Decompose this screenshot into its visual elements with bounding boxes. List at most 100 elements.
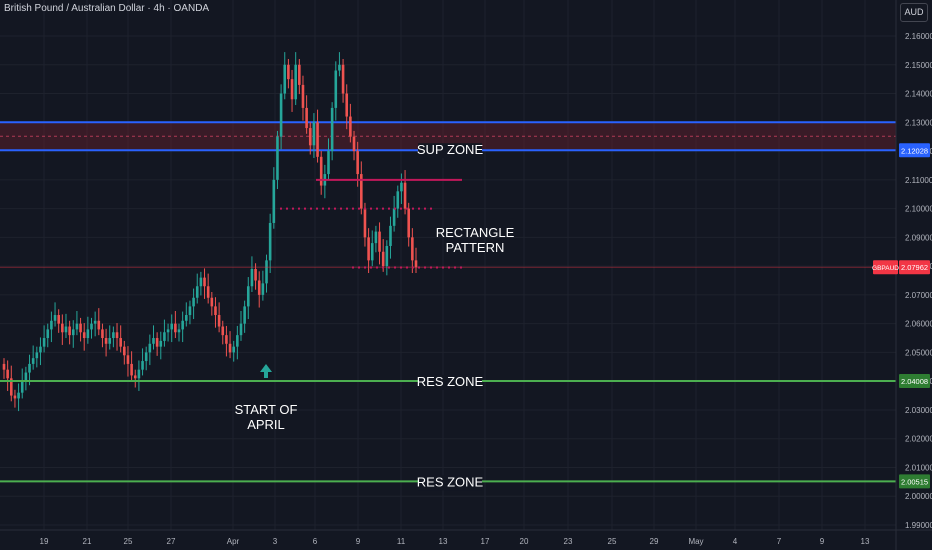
candle-body	[330, 107, 334, 152]
candle	[123, 340, 126, 365]
candle	[174, 310, 177, 339]
candle	[210, 292, 214, 316]
candle-body	[123, 346, 126, 356]
candle-body	[389, 225, 392, 246]
candle-body	[246, 286, 250, 307]
candle-body	[232, 346, 235, 353]
candle-body	[400, 182, 403, 192]
candle-body	[75, 323, 79, 330]
candle-body	[327, 151, 330, 175]
candle	[31, 345, 35, 370]
candle-body	[392, 208, 396, 226]
candle-body	[20, 381, 24, 393]
candle-body	[188, 306, 192, 316]
candle-body	[225, 335, 228, 344]
time-tick-label: 3	[273, 537, 278, 546]
candle	[290, 69, 294, 112]
candle-body	[163, 332, 166, 341]
candle-body	[287, 64, 290, 80]
candle	[257, 271, 261, 308]
candle-body	[104, 338, 108, 344]
candle-body	[101, 329, 104, 339]
candle	[141, 348, 144, 376]
candle-body	[166, 329, 170, 333]
candle-body	[268, 222, 272, 261]
candle	[61, 314, 64, 345]
candle-body	[155, 338, 159, 347]
candle	[367, 228, 370, 274]
candle-body	[152, 338, 155, 344]
candles	[2, 52, 418, 412]
candle	[338, 52, 341, 77]
price-tick-label: 2.03000	[905, 406, 932, 415]
candle-body	[174, 323, 177, 333]
candle-body	[28, 363, 31, 373]
res-price-tag-2-bg	[899, 474, 930, 489]
time-tick-label: 21	[83, 537, 92, 546]
candle-body	[17, 392, 20, 399]
candle	[112, 326, 115, 348]
candle	[360, 161, 363, 215]
candle-body	[228, 343, 232, 353]
candle	[192, 288, 195, 320]
sup-price-tag-bg	[899, 143, 930, 158]
candle	[126, 346, 130, 377]
symbol-tag-bg	[873, 260, 898, 275]
currency-button[interactable]: AUD	[900, 3, 928, 22]
candle	[13, 389, 17, 408]
candle-body	[61, 323, 64, 333]
candle-body	[199, 277, 203, 287]
candle	[82, 323, 86, 351]
candle-body	[356, 151, 359, 175]
candle	[68, 320, 71, 345]
candle-body	[57, 315, 60, 324]
chart-title: British Pound / Australian Dollar · 4h ·…	[4, 3, 210, 14]
candle-body	[93, 320, 97, 324]
candle-body	[108, 338, 112, 344]
candle-body	[141, 361, 144, 370]
time-tick-label: 29	[650, 537, 659, 546]
time-tick-label: 17	[481, 537, 490, 546]
current-price-tag: 2.07962	[901, 263, 928, 272]
time-axis[interactable]: 19 21 25 27 Apr 3 6 9 11 13 17 20 23 25 29 May 4 7 9 13	[0, 529, 932, 546]
candle-body	[64, 326, 68, 333]
candle	[276, 130, 279, 190]
candle-body	[345, 93, 349, 117]
candle	[323, 164, 327, 199]
candle	[50, 311, 53, 343]
candle	[152, 325, 155, 350]
candle	[39, 337, 42, 366]
start-label-line1: START OF	[235, 402, 298, 417]
candle	[316, 109, 319, 163]
time-tick-label: 23	[564, 537, 573, 546]
candle	[57, 309, 60, 333]
candle	[407, 202, 411, 247]
candle	[381, 239, 385, 272]
candle-body	[294, 64, 297, 100]
grid	[0, 0, 896, 530]
candle-body	[301, 84, 305, 108]
candle-body	[261, 283, 265, 295]
candle-body	[312, 122, 316, 146]
candle	[90, 317, 93, 339]
candle-body	[35, 352, 39, 359]
candle-body	[210, 297, 214, 307]
candle-body	[82, 332, 86, 339]
candle-body	[13, 395, 17, 399]
candle-body	[31, 358, 35, 364]
candle	[2, 358, 6, 379]
candle	[363, 202, 367, 247]
candle-body	[370, 243, 374, 261]
candle-body	[349, 116, 352, 137]
price-axis[interactable]: 2.160002.150002.140002.130002.120002.110…	[872, 0, 932, 550]
candle-body	[144, 352, 148, 362]
candle-body	[112, 332, 115, 339]
candle	[155, 332, 159, 356]
candle	[46, 323, 50, 348]
candle-body	[137, 369, 141, 379]
candle-body	[90, 323, 93, 330]
candle-body	[39, 346, 42, 353]
candle	[163, 319, 166, 347]
